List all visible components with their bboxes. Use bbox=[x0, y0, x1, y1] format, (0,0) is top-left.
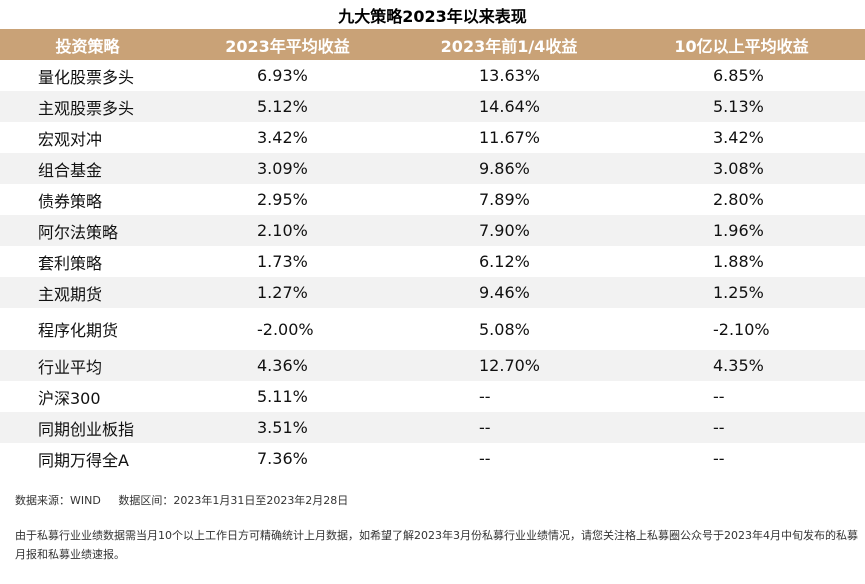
large-fund-return-cell: 5.13% bbox=[618, 91, 865, 122]
q1-return-cell: -- bbox=[400, 412, 618, 443]
strategy-name-cell: 行业平均 bbox=[0, 350, 175, 381]
q1-return-cell: 13.63% bbox=[479, 66, 541, 85]
strategy-name-cell: 量化股票多头 bbox=[38, 67, 135, 87]
table-row: 套利策略 1.73% 6.12% 1.88% bbox=[0, 246, 865, 277]
table-row: 量化股票多头 6.93% 13.63% 6.85% bbox=[0, 60, 865, 91]
strategy-name-cell: 套利策略 bbox=[38, 253, 103, 273]
footnote: 由于私募行业业绩数据需当月10个以上工作日方可精确统计上月数据，如希望了解202… bbox=[15, 529, 858, 561]
table-row: 宏观对冲 3.42% 11.67% 3.42% bbox=[0, 122, 865, 153]
table-row: 债券策略 2.95% 7.89% 2.80% bbox=[0, 184, 865, 215]
strategy-name-cell: 主观股票多头 bbox=[0, 91, 175, 122]
table-row: 组合基金 3.09% 9.86% 3.08% bbox=[0, 153, 865, 184]
strategy-name-cell: 债券策略 bbox=[38, 191, 103, 211]
column-header-2023-avg: 2023年平均收益 bbox=[175, 29, 400, 60]
strategy-name-cell: 程序化期货 bbox=[38, 321, 119, 340]
avg-return-cell: 5.11% bbox=[257, 387, 308, 406]
table-row: 沪深300 5.11% -- -- bbox=[0, 381, 865, 412]
large-fund-return-cell: -2.10% bbox=[713, 319, 770, 339]
q1-return-cell: -- bbox=[479, 387, 491, 406]
table-row: 阿尔法策略 2.10% 7.90% 1.96% bbox=[0, 215, 865, 246]
large-fund-return-cell: -- bbox=[713, 387, 725, 406]
q1-return-cell: 14.64% bbox=[400, 91, 618, 122]
q1-return-cell: 9.46% bbox=[400, 277, 618, 308]
avg-return-cell: 2.95% bbox=[257, 190, 308, 209]
table-row: 主观股票多头 5.12% 14.64% 5.13% bbox=[0, 91, 865, 122]
strategy-name-cell: 宏观对冲 bbox=[38, 129, 103, 149]
q1-return-cell: 7.89% bbox=[479, 190, 530, 209]
large-fund-return-cell: -- bbox=[618, 412, 865, 443]
data-period: 数据区间：2023年1月31日至2023年2月28日 bbox=[118, 494, 349, 507]
strategy-performance-table: 投资策略 2023年平均收益 2023年前1/4收益 10亿以上平均收益 量化股… bbox=[0, 29, 865, 474]
large-fund-return-cell: 2.80% bbox=[713, 190, 764, 209]
large-fund-return-cell: 1.88% bbox=[713, 252, 764, 271]
column-header-strategy: 投资策略 bbox=[0, 29, 175, 60]
strategy-name-cell: 沪深300 bbox=[38, 388, 101, 408]
q1-return-cell: 7.90% bbox=[400, 215, 618, 246]
strategy-name-cell: 主观期货 bbox=[0, 277, 175, 308]
table-row: 行业平均 4.36% 12.70% 4.35% bbox=[0, 350, 865, 381]
large-fund-return-cell: 4.35% bbox=[618, 350, 865, 381]
large-fund-return-cell: 3.42% bbox=[713, 128, 764, 147]
large-fund-return-cell: 6.85% bbox=[713, 66, 764, 85]
q1-return-cell: 12.70% bbox=[400, 350, 618, 381]
avg-return-cell: 3.09% bbox=[175, 153, 400, 184]
table-row: 主观期货 1.27% 9.46% 1.25% bbox=[0, 277, 865, 308]
avg-return-cell: 1.27% bbox=[175, 277, 400, 308]
avg-return-cell: 7.36% bbox=[257, 449, 308, 468]
q1-return-cell: 9.86% bbox=[400, 153, 618, 184]
strategy-name-cell: 组合基金 bbox=[0, 153, 175, 184]
column-header-large-avg: 10亿以上平均收益 bbox=[618, 29, 865, 60]
avg-return-cell: 4.36% bbox=[175, 350, 400, 381]
avg-return-cell: 5.12% bbox=[175, 91, 400, 122]
large-fund-return-cell: 1.96% bbox=[618, 215, 865, 246]
large-fund-return-cell: 3.08% bbox=[618, 153, 865, 184]
table-title: 九大策略2023年以来表现 bbox=[338, 7, 527, 26]
avg-return-cell: 2.10% bbox=[175, 215, 400, 246]
avg-return-cell: 3.42% bbox=[257, 128, 308, 147]
q1-return-cell: -- bbox=[479, 449, 491, 468]
avg-return-cell: 1.73% bbox=[257, 252, 308, 271]
q1-return-cell: 6.12% bbox=[479, 252, 530, 271]
large-fund-return-cell: -- bbox=[713, 449, 725, 468]
q1-return-cell: 11.67% bbox=[479, 128, 541, 147]
column-header-2023-q1: 2023年前1/4收益 bbox=[400, 29, 618, 60]
strategy-name-cell: 阿尔法策略 bbox=[0, 215, 175, 246]
strategy-name-cell: 同期万得全A bbox=[38, 450, 129, 470]
avg-return-cell: -2.00% bbox=[257, 319, 314, 339]
table-header-row: 投资策略 2023年平均收益 2023年前1/4收益 10亿以上平均收益 bbox=[0, 29, 865, 60]
avg-return-cell: 3.51% bbox=[175, 412, 400, 443]
data-source: 数据来源：WIND bbox=[15, 494, 101, 507]
avg-return-cell: 6.93% bbox=[257, 66, 308, 85]
table-row: 同期创业板指 3.51% -- -- bbox=[0, 412, 865, 443]
large-fund-return-cell: 1.25% bbox=[618, 277, 865, 308]
q1-return-cell: 5.08% bbox=[479, 319, 530, 339]
strategy-name-cell: 同期创业板指 bbox=[0, 412, 175, 443]
table-row: 程序化期货 -2.00% 5.08% -2.10% bbox=[0, 308, 865, 350]
table-row: 同期万得全A 7.36% -- -- bbox=[0, 443, 865, 474]
data-source-line: 数据来源：WIND 数据区间：2023年1月31日至2023年2月28日 bbox=[15, 492, 362, 508]
